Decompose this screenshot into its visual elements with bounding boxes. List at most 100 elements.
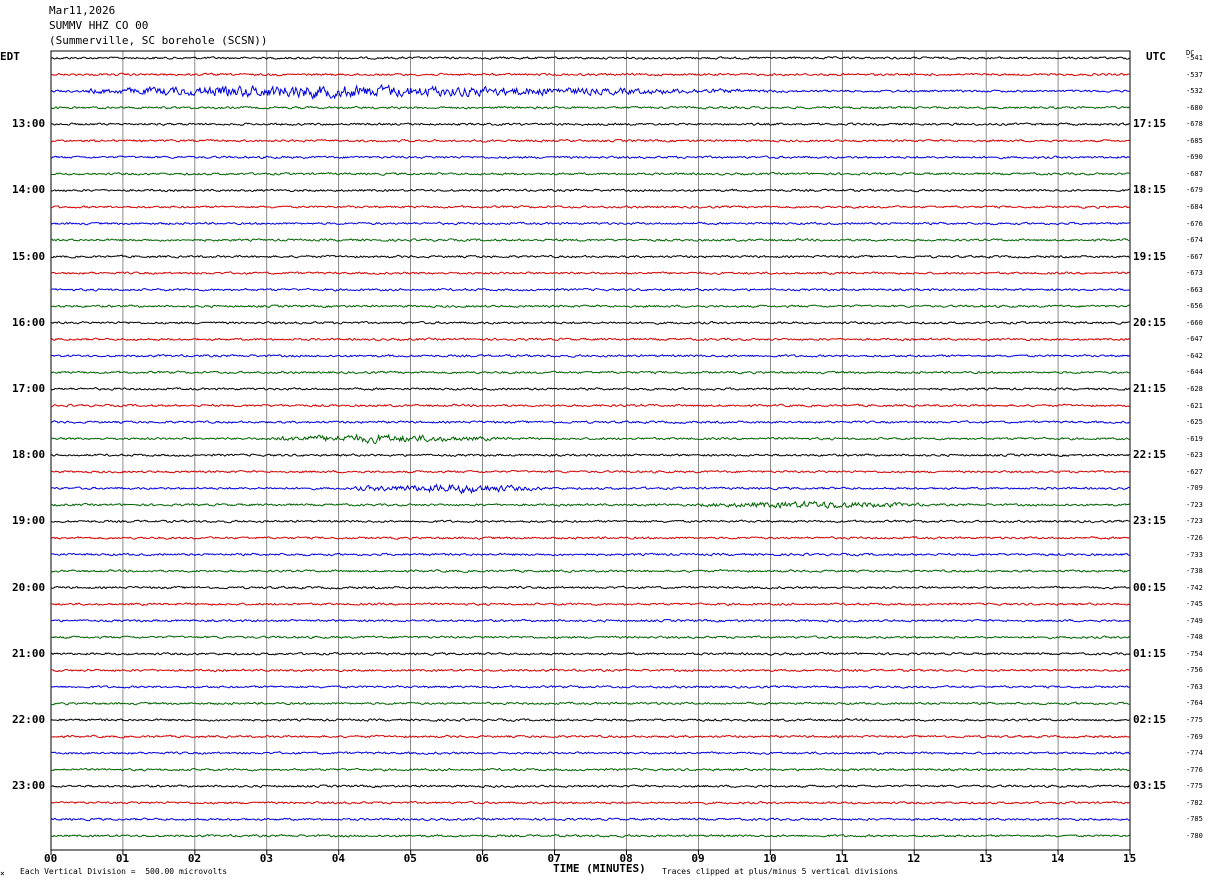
trace-row-4 — [50, 122, 1131, 126]
dc-offset-value: -619 — [1186, 434, 1203, 443]
x-tick-label: 10 — [763, 852, 777, 865]
trace-row-23 — [50, 433, 1131, 445]
dc-offset-value: -774 — [1186, 749, 1203, 758]
trace-row-32 — [50, 585, 1131, 590]
trace-row-6 — [50, 155, 1131, 160]
dc-offset-value: -775 — [1186, 716, 1203, 724]
trace-row-43 — [50, 767, 1131, 772]
trace-row-3 — [50, 105, 1131, 110]
trace-row-33 — [50, 602, 1131, 607]
trace-row-7 — [50, 171, 1131, 176]
trace-row-47 — [50, 833, 1131, 838]
trace-row-35 — [50, 635, 1131, 640]
left-hour-label: 22:00 — [12, 713, 46, 726]
trace-row-19 — [50, 370, 1131, 375]
trace-row-0 — [50, 56, 1131, 60]
dc-offset-value: -676 — [1186, 219, 1203, 228]
trace-row-42 — [50, 751, 1131, 755]
dc-offset-value: -775 — [1186, 782, 1203, 791]
trace-row-21 — [50, 403, 1131, 408]
dc-offset-value: -625 — [1186, 418, 1203, 427]
trace-row-16 — [50, 320, 1131, 325]
trace-row-18 — [50, 354, 1131, 358]
left-hour-label: 14:00 — [12, 183, 46, 197]
trace-row-38 — [50, 685, 1131, 689]
trace-row-14 — [51, 287, 1131, 292]
dc-offset-value: -687 — [1186, 169, 1203, 178]
trace-row-29 — [50, 536, 1131, 540]
trace-row-46 — [50, 817, 1131, 822]
dc-offset-value: -749 — [1186, 616, 1203, 625]
dc-offset-value: -537 — [1186, 70, 1203, 79]
dc-offset-value: -785 — [1186, 815, 1203, 824]
station-location: (Summerville, SC borehole (SCSN)) — [49, 34, 268, 47]
right-hour-label: 19:15 — [1133, 249, 1167, 263]
left-hour-label: 17:00 — [12, 382, 46, 395]
x-tick-label: 07 — [547, 852, 561, 865]
left-hour-label: 16:00 — [12, 315, 46, 329]
x-tick-label: 09 — [691, 852, 705, 865]
x-tick-label: 01 — [115, 852, 130, 865]
dc-offset-value: -685 — [1186, 136, 1203, 145]
x-tick-label: 00 — [44, 852, 58, 865]
dc-offset-value: -660 — [1186, 318, 1203, 327]
dc-offset-value: -709 — [1186, 484, 1203, 493]
trace-row-22 — [50, 420, 1130, 425]
dc-offset-value: -742 — [1186, 583, 1203, 592]
trace-row-13 — [50, 271, 1131, 276]
dc-offset-value: -764 — [1186, 699, 1203, 708]
dc-offset-value: -644 — [1186, 368, 1203, 377]
x-tick-label: 13 — [979, 852, 993, 865]
dc-offset-value: -726 — [1186, 533, 1203, 542]
dc-offset-value: -663 — [1186, 285, 1203, 294]
clip-note: Traces clipped at plus/minus 5 vertical … — [662, 867, 899, 876]
dc-offset-value: -628 — [1186, 385, 1203, 393]
right-hour-label: 20:15 — [1133, 315, 1167, 329]
dc-offset-value: -680 — [1186, 103, 1203, 112]
x-tick-label: 05 — [403, 852, 417, 865]
trace-row-37 — [50, 668, 1131, 673]
right-timezone-label: UTC — [1146, 50, 1166, 63]
trace-row-2 — [50, 83, 1131, 101]
x-tick-label: 04 — [331, 852, 345, 865]
dc-offset-value: -541 — [1186, 54, 1203, 62]
plot-frame — [50, 50, 1131, 851]
dc-offset-value: -776 — [1186, 765, 1203, 774]
dc-offset-value: -621 — [1186, 401, 1203, 410]
right-hour-label: 03:15 — [1133, 779, 1167, 793]
trace-row-8 — [50, 188, 1131, 193]
right-hour-label: 23:15 — [1133, 514, 1167, 528]
dc-offset-value: -667 — [1186, 252, 1203, 261]
dc-offset-value: -647 — [1186, 335, 1203, 344]
dc-offset-value: -782 — [1186, 798, 1203, 807]
dc-offset-value: -738 — [1186, 567, 1203, 576]
trace-row-41 — [50, 734, 1131, 739]
dc-offset-header: DC — [1186, 49, 1195, 57]
x-axis-title: TIME (MINUTES) — [553, 862, 646, 875]
dc-offset-value: -623 — [1186, 451, 1203, 460]
scale-note: Each Vertical Division = 500.00 microvol… — [20, 867, 228, 876]
station-code: SUMMV HHZ CO 00 — [49, 19, 149, 32]
dc-offset-value: -748 — [1186, 633, 1203, 642]
trace-row-15 — [50, 304, 1131, 309]
trace-row-44 — [50, 784, 1131, 789]
trace-row-30 — [50, 552, 1131, 557]
trace-row-12 — [50, 254, 1131, 259]
trace-row-1 — [50, 72, 1131, 77]
left-hour-label: 18:00 — [12, 448, 46, 462]
dc-offset-value: -674 — [1186, 236, 1203, 245]
trace-row-34 — [50, 618, 1131, 623]
right-hour-label: 18:15 — [1133, 183, 1167, 197]
trace-row-28 — [50, 519, 1131, 524]
dc-offset-value: -723 — [1186, 517, 1203, 526]
x-tick-label: 08 — [619, 852, 633, 865]
x-tick-label: 14 — [1051, 852, 1065, 865]
x-tick-label: 15 — [1123, 852, 1137, 865]
right-hour-label: 22:15 — [1133, 448, 1167, 462]
right-hour-label: 17:15 — [1133, 117, 1167, 131]
trace-row-11 — [50, 238, 1131, 242]
trace-row-39 — [50, 701, 1131, 706]
dc-offset-value: -532 — [1186, 87, 1203, 96]
dc-offset-value: -754 — [1186, 649, 1203, 658]
left-hour-label: 20:00 — [12, 580, 46, 594]
